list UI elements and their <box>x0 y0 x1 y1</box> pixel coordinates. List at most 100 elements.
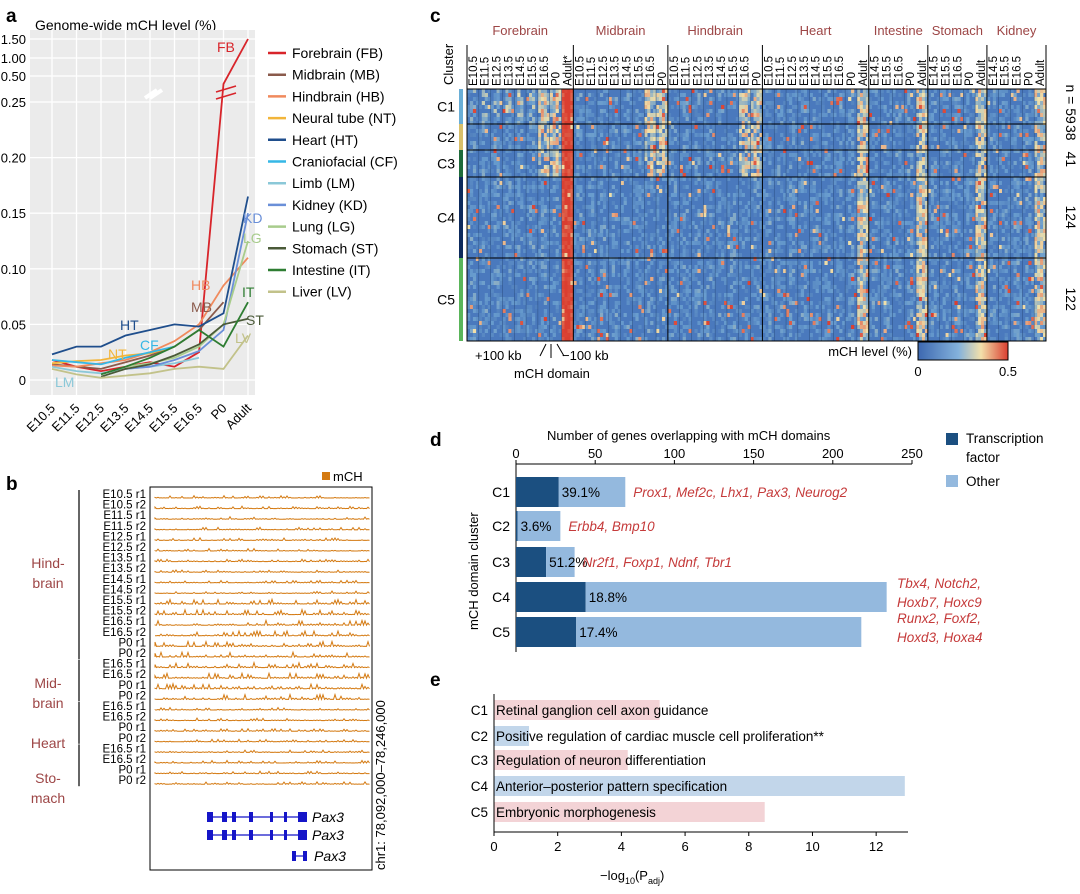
heatmap-cell <box>511 309 515 313</box>
heatmap-cell <box>895 121 899 125</box>
heatmap-cell <box>667 197 672 201</box>
heatmap-cell <box>709 157 713 161</box>
heatmap-cell <box>889 305 893 309</box>
heatmap-cell <box>511 225 515 229</box>
heatmap-cell <box>682 201 686 205</box>
heatmap-cell <box>564 113 568 117</box>
heatmap-cell <box>567 333 571 337</box>
heatmap-cell <box>756 125 760 129</box>
heatmap-cell <box>481 241 486 245</box>
heatmap-cell <box>851 129 855 133</box>
heatmap-cell <box>638 157 642 161</box>
heatmap-cell <box>712 205 716 209</box>
heatmap-cell <box>650 137 654 141</box>
heatmap-cell <box>859 205 864 209</box>
heatmap-cell <box>886 145 890 149</box>
heatmap-cell <box>859 197 864 201</box>
heatmap-cell <box>549 97 553 101</box>
heatmap-cell <box>756 289 760 293</box>
heatmap-cell <box>517 249 521 253</box>
heatmap-cell <box>747 89 751 93</box>
heatmap-cell <box>502 225 506 229</box>
heatmap-cell <box>472 121 477 125</box>
heatmap-cell <box>806 261 810 265</box>
heatmap-cell <box>800 101 805 105</box>
heatmap-cell <box>552 225 556 229</box>
heatmap-cell <box>895 125 899 129</box>
heatmap-cell <box>481 161 486 165</box>
heatmap-cell <box>555 197 559 201</box>
heatmap-cell <box>579 105 583 109</box>
heatmap-cell <box>647 173 651 177</box>
heatmap-cell <box>588 181 592 185</box>
heatmap-cell <box>588 229 592 233</box>
heatmap-cell <box>667 141 672 145</box>
legend-entry: Intestine (IT) <box>292 262 371 278</box>
heatmap-cell <box>641 113 645 117</box>
heatmap-cell <box>546 177 551 181</box>
heatmap-cell <box>579 121 583 125</box>
heatmap-cell <box>771 281 775 285</box>
heatmap-cell <box>753 125 757 129</box>
heatmap-cell <box>768 325 772 329</box>
heatmap-cell <box>791 113 796 117</box>
heatmap-cell <box>744 261 748 265</box>
track-label: P0 r2 <box>119 775 147 787</box>
heatmap-cell <box>756 257 760 261</box>
heatmap-cell <box>555 269 559 273</box>
heatmap-cell <box>868 333 873 337</box>
heatmap-cell <box>653 117 657 121</box>
heatmap-cell <box>567 181 571 185</box>
heatmap-cell <box>579 189 583 193</box>
heatmap-cell <box>839 213 843 217</box>
heatmap-cell <box>599 113 604 117</box>
heatmap-cell <box>653 109 657 113</box>
heatmap-cell <box>904 105 908 109</box>
heatmap-cell <box>579 217 583 221</box>
heatmap-cell <box>895 153 899 157</box>
heatmap-cell <box>537 117 542 121</box>
heatmap-cell <box>661 173 666 177</box>
heatmap-cell <box>738 309 743 313</box>
heatmap-cell <box>688 129 692 133</box>
heatmap-cell <box>517 133 521 137</box>
heatmap-cell <box>777 289 781 293</box>
heatmap-cell <box>845 333 849 337</box>
heatmap-cell <box>715 205 719 209</box>
heatmap-cell <box>871 237 875 241</box>
heatmap-cell <box>543 313 548 317</box>
heatmap-cell <box>874 333 878 337</box>
heatmap-cell <box>647 301 651 305</box>
heatmap-cell <box>812 201 816 205</box>
heatmap-cell <box>777 173 781 177</box>
heatmap-cell <box>718 97 722 101</box>
heatmap-cell <box>502 165 506 169</box>
heatmap-cell <box>667 117 672 121</box>
heatmap-cell <box>632 141 636 145</box>
heatmap-cell <box>564 221 568 225</box>
heatmap-cell <box>484 309 488 313</box>
heatmap-cell <box>620 165 624 169</box>
heatmap-cell <box>517 297 521 301</box>
heatmap-cell <box>765 293 769 297</box>
heatmap-cell <box>756 113 760 117</box>
heatmap-cell <box>871 245 875 249</box>
heatmap-cell <box>469 269 474 273</box>
heatmap-cell <box>467 249 471 253</box>
heatmap-cell <box>523 301 527 305</box>
heatmap-cell <box>791 189 796 193</box>
heatmap-cell <box>839 225 843 229</box>
heatmap-cell <box>567 185 571 189</box>
heatmap-cell <box>874 93 878 97</box>
heatmap-cell <box>632 185 636 189</box>
heatmap-cell <box>623 125 627 129</box>
heatmap-cell <box>706 237 710 241</box>
heatmap-cell <box>517 309 521 313</box>
heatmap-cell <box>614 157 618 161</box>
heatmap-cell <box>591 229 595 233</box>
heatmap-cell <box>868 249 873 253</box>
heatmap-cell <box>721 221 725 225</box>
heatmap-cell <box>703 265 707 269</box>
heatmap-cell <box>579 137 583 141</box>
heatmap-cell <box>824 213 828 217</box>
